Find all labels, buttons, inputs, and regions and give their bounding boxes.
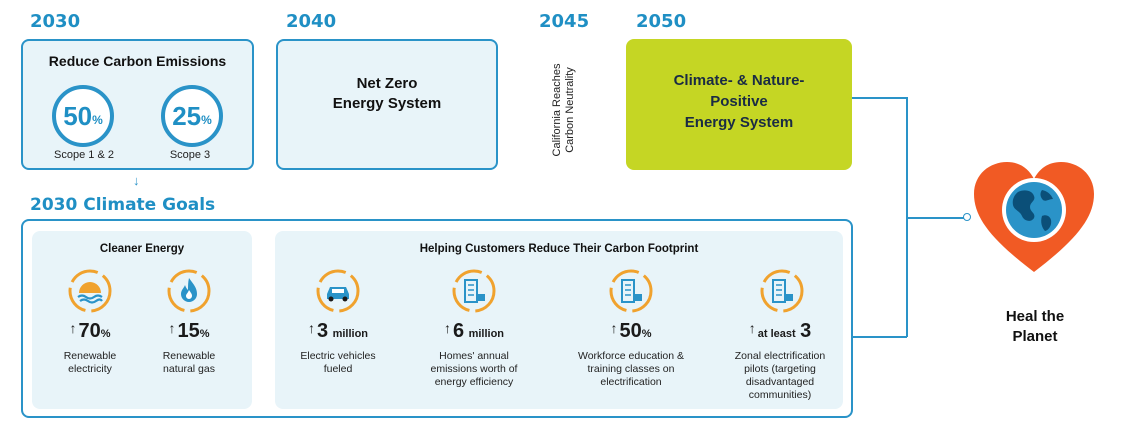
metric-unit: %	[641, 328, 652, 340]
desc-line: training classes on	[587, 363, 675, 375]
desc-line: Renewable	[63, 350, 117, 362]
desc-line: disadvantaged	[745, 376, 815, 388]
desc-line: electrification	[600, 376, 662, 388]
customers-panel: Helping Customers Reduce Their Carbon Fo…	[275, 231, 843, 409]
up-arrow-icon: ↑	[443, 320, 451, 336]
net-zero-line1: Net Zero	[356, 75, 418, 92]
scope12-circle: 50%	[52, 85, 114, 147]
metric-unit: million	[468, 328, 505, 340]
net-zero-title: Net Zero Energy System	[278, 74, 496, 114]
metric-value: 70	[78, 320, 101, 342]
desc-line: Renewable	[162, 350, 216, 362]
desc-line: energy efficiency	[434, 376, 514, 388]
up-arrow-icon: ↑	[168, 320, 176, 336]
positive-line1: Climate- & Nature-	[673, 72, 805, 89]
neutrality-line1: California Reaches	[551, 63, 563, 157]
desc-electric-vehicles: Electric vehicles fueled	[283, 350, 393, 376]
car-icon	[316, 269, 360, 313]
desc-line: Zonal electrification	[734, 350, 826, 362]
reduce-emissions-box: Reduce Carbon Emissions 50% Scope 1 & 2 …	[21, 39, 254, 170]
connector-to-heart	[906, 217, 964, 219]
desc-homes-efficiency: Homes' annual emissions worth of energy …	[414, 350, 534, 389]
heal-line1: Heal the	[1005, 308, 1065, 325]
neutrality-label: California Reaches Carbon Neutrality	[544, 50, 584, 170]
metric-workforce-education: ↑ 50%	[566, 320, 696, 343]
cleaner-energy-panel: Cleaner Energy	[32, 231, 252, 409]
desc-line: Workforce education &	[577, 350, 685, 362]
desc-line: Electric vehicles	[300, 350, 376, 362]
up-arrow-icon: ↑	[610, 320, 618, 336]
building-icon	[609, 269, 653, 313]
desc-line: fueled	[323, 363, 353, 375]
desc-line: Homes' annual	[439, 350, 509, 362]
flame-icon	[167, 269, 211, 313]
cleaner-energy-title: Cleaner Energy	[99, 243, 185, 255]
up-arrow-icon: ↑	[748, 320, 756, 336]
scope3-label: Scope 3	[169, 149, 211, 161]
scope3-unit: %	[201, 113, 212, 127]
heal-line2: Planet	[1012, 328, 1058, 345]
year-2040: 2040	[286, 11, 337, 32]
metric-renewable-electricity: ↑ 70%	[40, 320, 140, 343]
heart-globe-icon	[974, 162, 1094, 272]
net-zero-line2: Energy System	[332, 95, 442, 112]
scope3-value: 25	[172, 100, 202, 131]
heal-planet-label: Heal the Planet	[990, 307, 1080, 347]
year-2045: 2045	[539, 11, 590, 32]
metric-value: 15	[177, 320, 200, 342]
metric-value: 6	[452, 320, 465, 342]
positive-line3: Energy System	[684, 114, 794, 131]
building-icon	[452, 269, 496, 313]
metric-unit: million	[332, 328, 369, 340]
desc-renewable-electricity: Renewable electricity	[40, 350, 140, 376]
neutrality-line2: Carbon Neutrality	[564, 67, 576, 153]
connector-top	[852, 97, 907, 99]
scope3-circle: 25%	[161, 85, 223, 147]
building-icon	[760, 269, 804, 313]
customers-title: Helping Customers Reduce Their Carbon Fo…	[419, 243, 699, 255]
connector-dot	[963, 213, 971, 221]
desc-zonal-pilots: Zonal electrification pilots (targeting …	[720, 350, 840, 402]
reduce-emissions-title: Reduce Carbon Emissions	[48, 53, 227, 69]
desc-workforce-education: Workforce education & training classes o…	[566, 350, 696, 389]
desc-line: communities)	[748, 389, 812, 401]
connector-bottom	[852, 336, 907, 338]
positive-energy-box: Climate- & Nature- Positive Energy Syste…	[626, 39, 852, 170]
net-zero-box: Net Zero Energy System	[276, 39, 498, 170]
metric-homes-efficiency: ↑ 6 million	[414, 320, 534, 343]
positive-line2: Positive	[710, 93, 768, 110]
metric-unit: %	[199, 328, 210, 340]
desc-renewable-gas: Renewable natural gas	[139, 350, 239, 376]
year-2050: 2050	[636, 11, 687, 32]
climate-goals-title: 2030 Climate Goals	[30, 195, 216, 215]
up-arrow-icon: ↑	[69, 320, 77, 336]
metric-zonal-pilots: ↑ at least 3	[720, 320, 840, 343]
metric-prefix: at least	[757, 328, 796, 340]
metric-value: 3	[316, 320, 329, 342]
sun-water-icon	[68, 269, 112, 313]
metric-electric-vehicles: ↑ 3 million	[283, 320, 393, 343]
desc-line: natural gas	[163, 363, 215, 375]
metric-value: 50	[619, 320, 642, 342]
scope12-unit: %	[92, 113, 103, 127]
metric-value: 3	[800, 320, 812, 342]
positive-energy-title: Climate- & Nature- Positive Energy Syste…	[626, 70, 852, 133]
desc-line: electricity	[68, 363, 112, 375]
scope12-label: Scope 1 & 2	[54, 149, 114, 161]
up-arrow-icon: ↑	[307, 320, 315, 336]
metric-unit: %	[100, 328, 111, 340]
desc-line: pilots (targeting	[744, 363, 816, 375]
scope12-value: 50	[63, 100, 93, 131]
down-arrow-icon: ↓	[133, 173, 140, 188]
desc-line: emissions worth of	[430, 363, 518, 375]
year-2030: 2030	[30, 11, 81, 32]
metric-renewable-gas: ↑ 15%	[139, 320, 239, 343]
